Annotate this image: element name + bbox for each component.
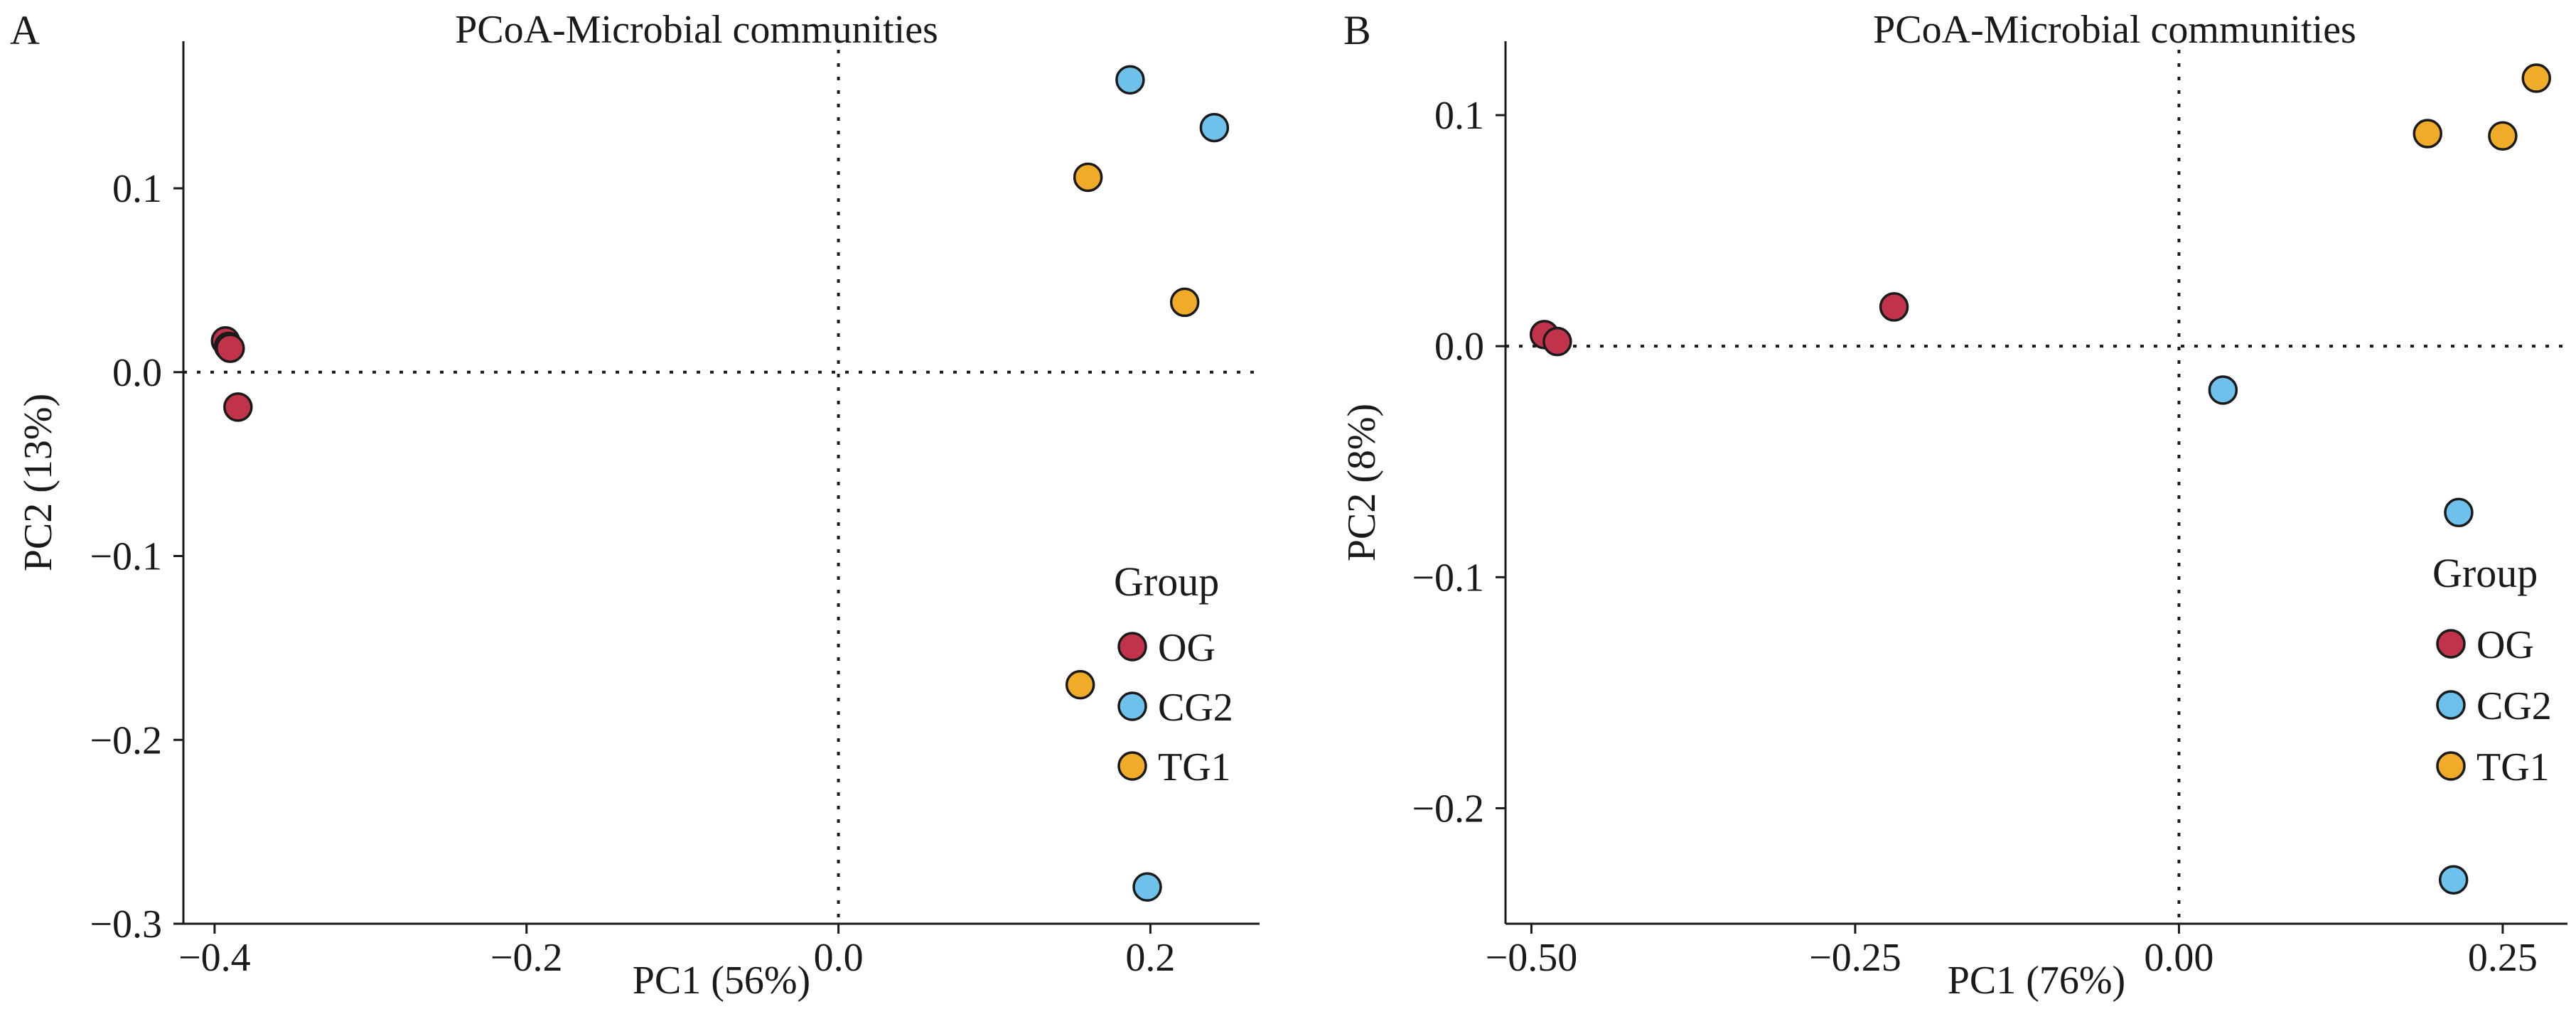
panel-b: B PCoA-Microbial communities −0.2 −0.1 0.0 0.… <box>1340 7 2567 1003</box>
legend-marker-tg1 <box>1117 751 1147 781</box>
legend-label-cg2: CG2 <box>2476 684 2552 728</box>
x-tick-label: 0.25 <box>2468 936 2538 980</box>
legend-title: Group <box>2432 550 2538 596</box>
legend-label-og: OG <box>1158 626 1215 670</box>
y-tick-label: −0.1 <box>1412 556 1484 600</box>
legend-label-og: OG <box>2476 623 2534 667</box>
data-point-tg1 <box>2488 121 2518 151</box>
series-tg1 <box>2413 63 2552 151</box>
data-point-cg2 <box>1199 112 1230 143</box>
legend-title: Group <box>1114 559 1219 605</box>
legend-marker-og <box>2436 629 2466 659</box>
y-axis-title: PC2 (13%) <box>16 394 60 571</box>
data-point-tg1 <box>1169 287 1200 318</box>
legend-marker-tg1 <box>2436 751 2466 781</box>
x-tick-label: −0.50 <box>1486 936 1578 980</box>
x-tick-label: −0.25 <box>1809 936 1901 980</box>
data-point-tg1 <box>1065 669 1095 700</box>
series-og <box>1529 292 1909 357</box>
x-tick-label: 0.2 <box>1125 936 1175 980</box>
data-point-tg1 <box>2521 63 2552 93</box>
legend-marker-og <box>1117 632 1147 662</box>
legend-label-tg1: TG1 <box>2476 745 2550 789</box>
panel-label: A <box>10 7 40 53</box>
x-tick-label: 0.00 <box>2144 936 2213 980</box>
panel-label: B <box>1343 7 1371 53</box>
series-tg1 <box>1065 162 1200 700</box>
data-point-tg1 <box>2413 119 2442 149</box>
legend-label-tg1: TG1 <box>1158 745 1231 789</box>
x-tick-label: 0.0 <box>814 936 864 980</box>
data-point-tg1 <box>1073 162 1103 193</box>
data-point-og <box>215 333 245 363</box>
y-axis-title: PC2 (8%) <box>1340 404 1384 561</box>
chart-title: PCoA-Microbial communities <box>1873 8 2356 52</box>
chart-title: PCoA-Microbial communities <box>455 8 938 52</box>
data-point-cg2 <box>1132 872 1162 902</box>
data-point-cg2 <box>2444 497 2474 528</box>
legend: Group OG CG2 TG1 <box>2432 550 2552 789</box>
x-axis-title: PC1 (76%) <box>1948 959 2125 1003</box>
data-point-cg2 <box>1115 65 1145 95</box>
x-axis-title: PC1 (56%) <box>633 959 810 1003</box>
series-cg2 <box>1115 65 1230 902</box>
series-cg2 <box>2208 375 2474 895</box>
legend-marker-cg2 <box>1117 691 1147 721</box>
series-og <box>210 326 253 422</box>
data-point-cg2 <box>2208 375 2238 405</box>
y-tick-label: 0.1 <box>1434 94 1484 138</box>
data-point-og <box>1879 292 1909 322</box>
legend: Group OG CG2 TG1 <box>1114 559 1233 789</box>
y-tick-label: −0.2 <box>1412 787 1484 831</box>
data-point-og <box>223 392 253 422</box>
y-tick-label: 0.1 <box>112 167 162 211</box>
y-tick-label: −0.1 <box>90 535 162 579</box>
x-tick-label: −0.4 <box>178 936 251 980</box>
panel-a: A PCoA-Microbial communities −0.3 −0.2 −0.1 0… <box>10 7 1260 1003</box>
x-tick-label: −0.2 <box>490 936 563 980</box>
y-tick-label: 0.0 <box>1434 325 1484 369</box>
y-tick-label: −0.2 <box>90 718 162 762</box>
data-point-og <box>1542 326 1572 357</box>
y-tick-label: −0.3 <box>90 902 162 946</box>
legend-label-cg2: CG2 <box>1158 686 1233 730</box>
y-tick-label: 0.0 <box>112 351 162 395</box>
data-point-cg2 <box>2438 865 2469 895</box>
legend-marker-cg2 <box>2436 690 2466 720</box>
